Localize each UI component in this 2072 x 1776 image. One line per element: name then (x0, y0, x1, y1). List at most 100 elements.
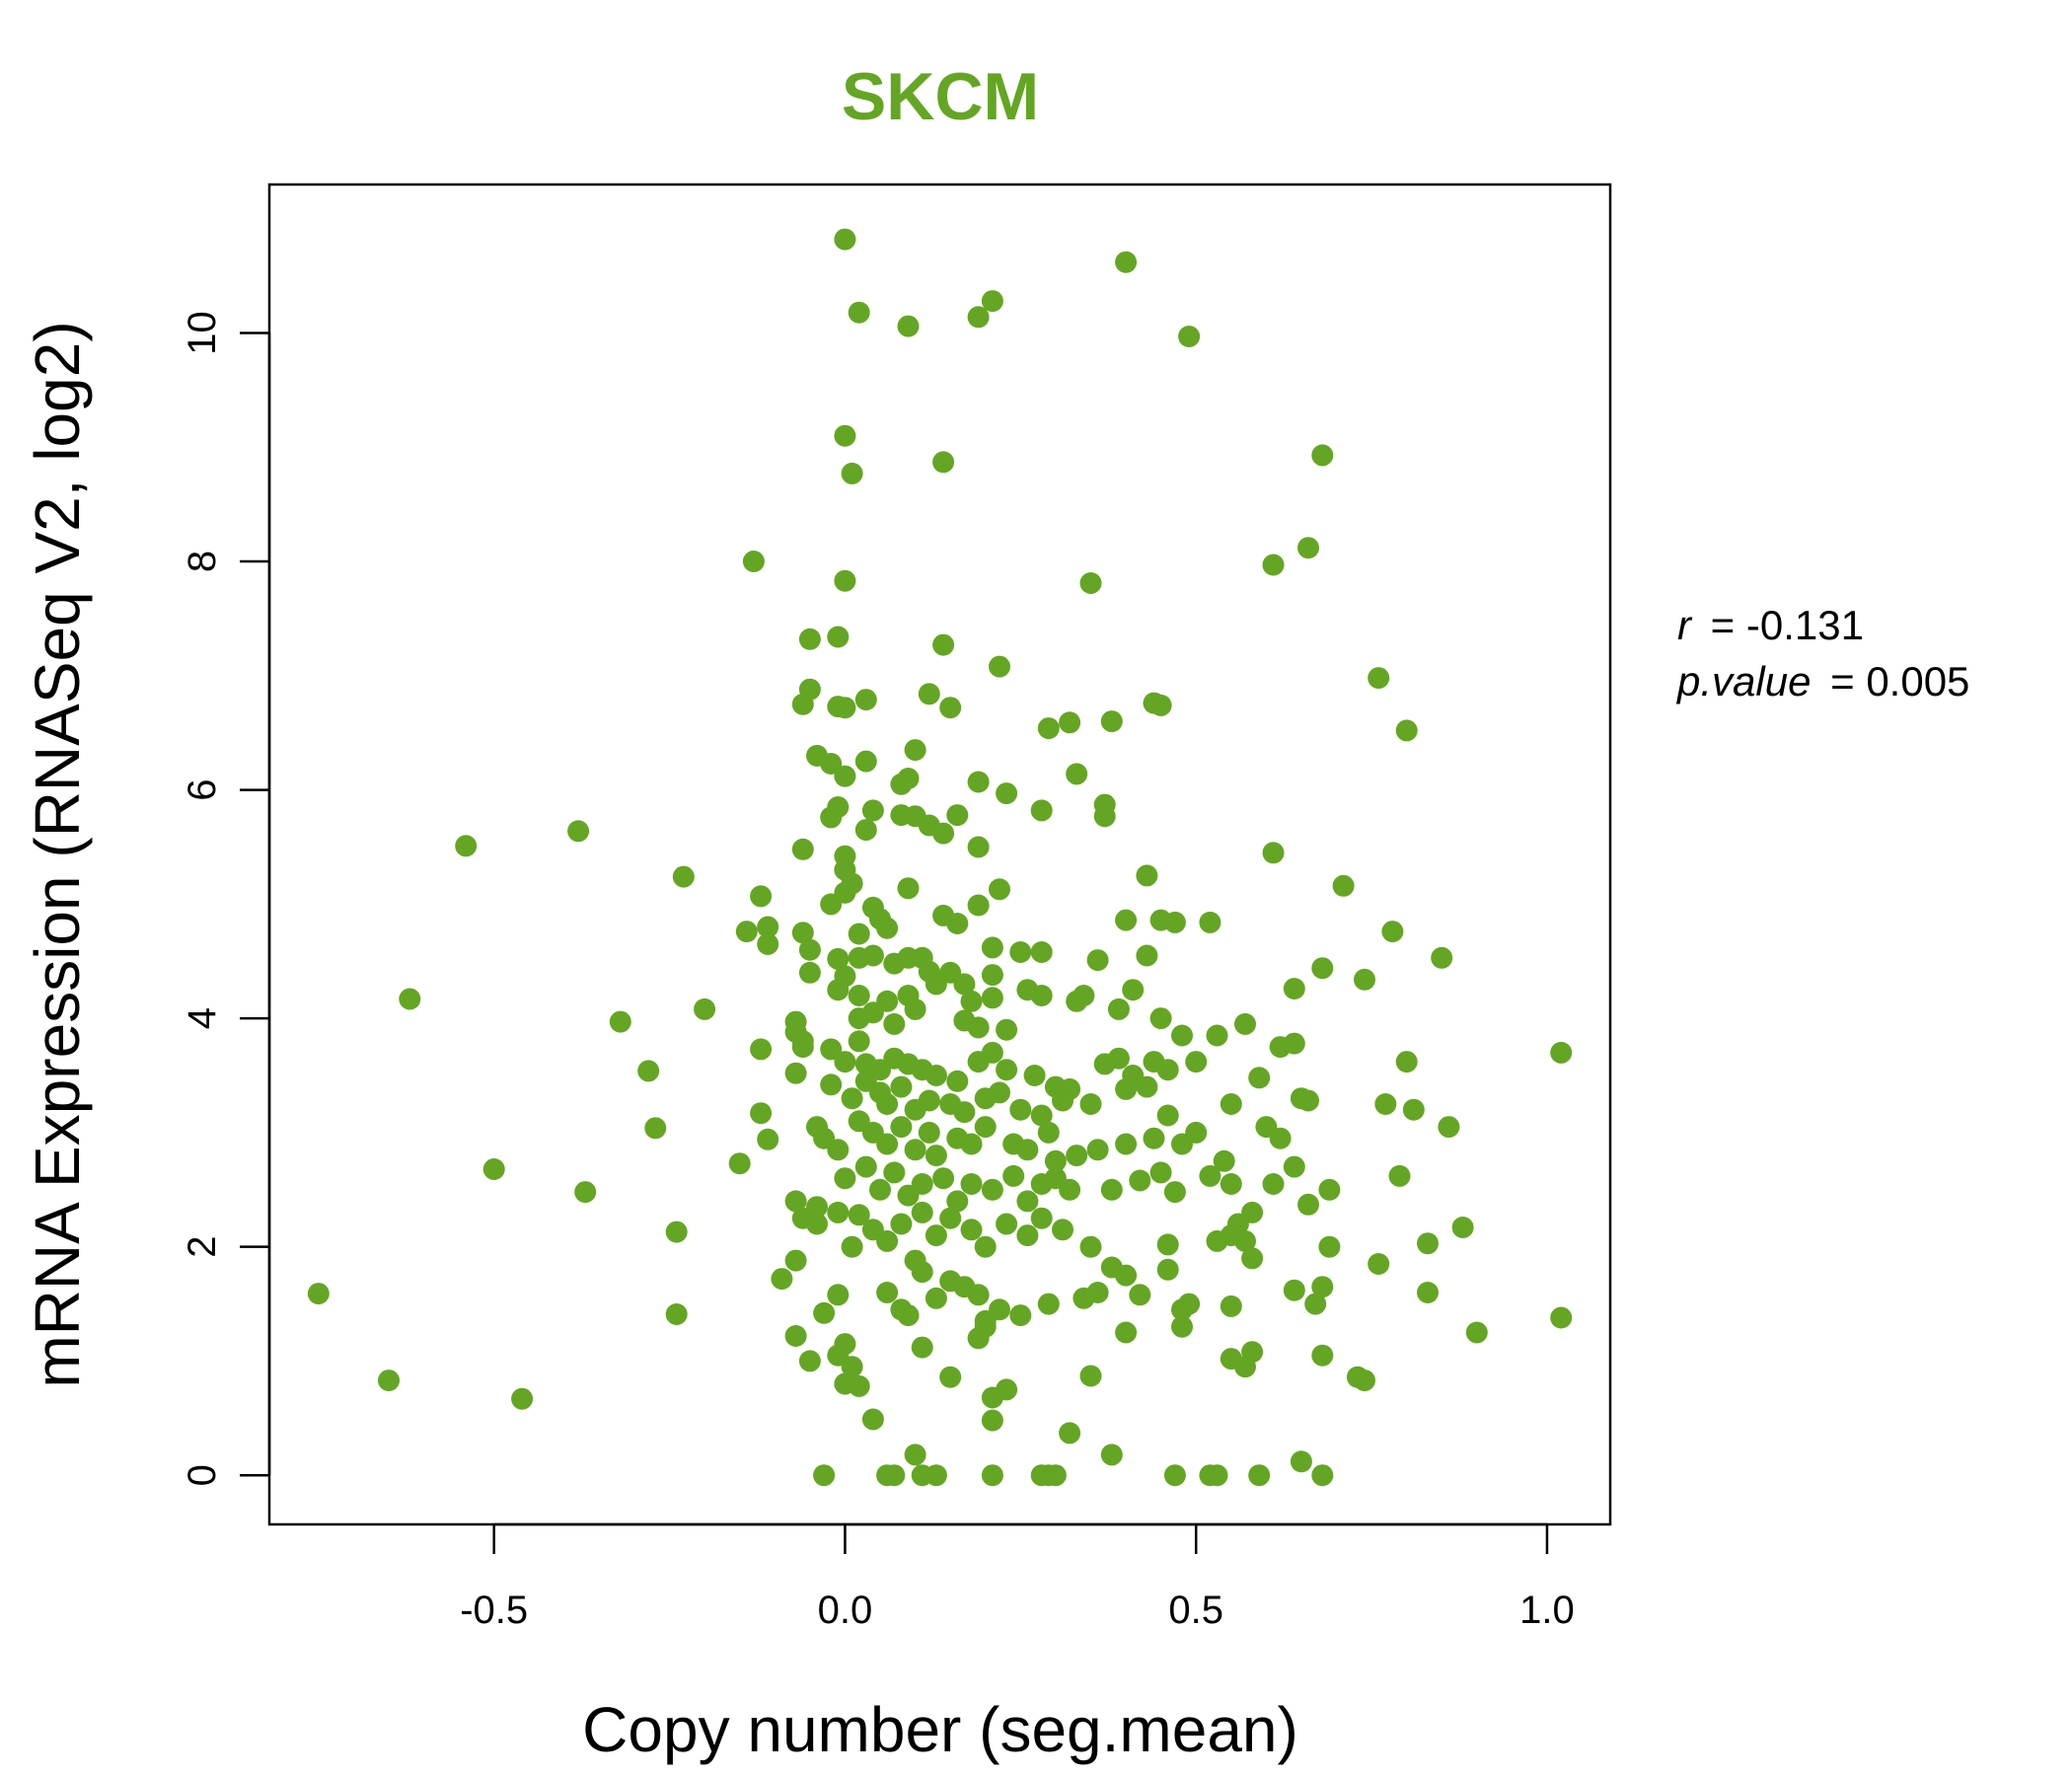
data-point (1079, 1365, 1102, 1387)
data-point (854, 1155, 877, 1178)
data-point (1220, 1295, 1242, 1317)
r-label: r (1677, 602, 1693, 648)
data-point (981, 1464, 1003, 1487)
data-point (1156, 1233, 1179, 1256)
data-point (848, 985, 870, 1006)
data-point (820, 893, 843, 916)
data-point (996, 1059, 1018, 1081)
data-point (1395, 1051, 1418, 1073)
data-point (974, 1309, 997, 1332)
data-point (1262, 842, 1285, 864)
data-point (1059, 1178, 1081, 1201)
data-point (1030, 985, 1053, 1006)
data-point (1143, 1127, 1165, 1149)
data-point (904, 998, 926, 1020)
data-point (981, 987, 1003, 1009)
statistics-annotation: r = -0.131 p.value = 0.005 (1675, 602, 1969, 704)
data-point (834, 1051, 856, 1073)
x-tick-label: 0.5 (1168, 1589, 1223, 1632)
data-point (1311, 1464, 1334, 1487)
data-point (1206, 1024, 1228, 1047)
data-point (981, 1178, 1003, 1201)
data-point (1262, 1173, 1285, 1195)
y-axis: 0 2 4 6 8 10 (181, 311, 271, 1486)
data-point (798, 1350, 821, 1372)
data-point (813, 1464, 836, 1487)
data-point (834, 1167, 856, 1190)
data-point (876, 990, 899, 1012)
data-point (1086, 1282, 1109, 1303)
data-point (932, 633, 955, 656)
data-points (307, 228, 1573, 1487)
data-point (869, 1178, 891, 1201)
svg-text:p.value = 0.005: p.value = 0.005 (1675, 658, 1969, 704)
data-point (981, 1041, 1003, 1064)
data-point (1009, 1098, 1032, 1121)
data-point (813, 1301, 836, 1324)
data-point (932, 451, 955, 474)
data-point (967, 1016, 990, 1039)
y-tick-label: 8 (181, 551, 224, 572)
data-point (784, 1249, 807, 1272)
data-point (897, 1304, 920, 1327)
data-point (1156, 1059, 1179, 1081)
data-point (750, 1038, 773, 1061)
data-point (1107, 998, 1130, 1020)
data-point (609, 1010, 631, 1033)
data-point (1311, 444, 1334, 467)
data-point (1115, 1321, 1138, 1344)
data-point (841, 1235, 863, 1258)
data-point (1030, 1104, 1053, 1127)
data-point (967, 894, 990, 917)
data-point (1115, 251, 1138, 273)
data-point (960, 990, 983, 1012)
data-point (1115, 1133, 1138, 1155)
data-point (1178, 1293, 1201, 1315)
data-point (1368, 667, 1390, 690)
data-point (1156, 1104, 1179, 1127)
data-point (757, 916, 779, 938)
data-point (925, 973, 947, 996)
data-point (1136, 1075, 1158, 1098)
y-axis-label: mRNA Expression (RNASeq V2, log2) (22, 321, 93, 1387)
data-point (1016, 1224, 1039, 1247)
data-point (1037, 717, 1060, 740)
data-point (806, 1213, 828, 1235)
data-point (848, 923, 870, 945)
data-point (1052, 1219, 1073, 1241)
data-point (1030, 799, 1053, 822)
r-value: -0.131 (1746, 602, 1864, 648)
data-point (1381, 921, 1404, 943)
data-point (897, 315, 920, 337)
data-point (848, 1204, 870, 1226)
data-point (939, 1366, 962, 1388)
data-point (890, 1075, 913, 1098)
data-point (876, 917, 899, 939)
data-point (1079, 572, 1102, 594)
data-point (925, 1464, 947, 1487)
data-point (820, 806, 843, 829)
data-point (925, 1224, 947, 1247)
data-point (925, 1287, 947, 1309)
data-point (834, 569, 856, 592)
data-point (1171, 1133, 1193, 1155)
data-point (1388, 1164, 1411, 1187)
data-point (1213, 1149, 1235, 1172)
data-point (890, 1213, 913, 1235)
data-point (1171, 1024, 1193, 1047)
data-point (750, 1102, 773, 1125)
data-point (827, 1201, 850, 1223)
data-point (1311, 1276, 1334, 1298)
data-point (989, 655, 1010, 678)
data-point (511, 1387, 534, 1410)
data-point (1037, 1121, 1060, 1144)
data-point (665, 1221, 688, 1243)
data-point (665, 1303, 688, 1325)
y-tick-label: 2 (181, 1236, 224, 1258)
data-point (637, 1060, 660, 1082)
data-point (1269, 1036, 1292, 1059)
data-point (932, 822, 955, 845)
data-point (1037, 1293, 1060, 1315)
data-point (1115, 1264, 1138, 1287)
data-point (1129, 1169, 1151, 1192)
